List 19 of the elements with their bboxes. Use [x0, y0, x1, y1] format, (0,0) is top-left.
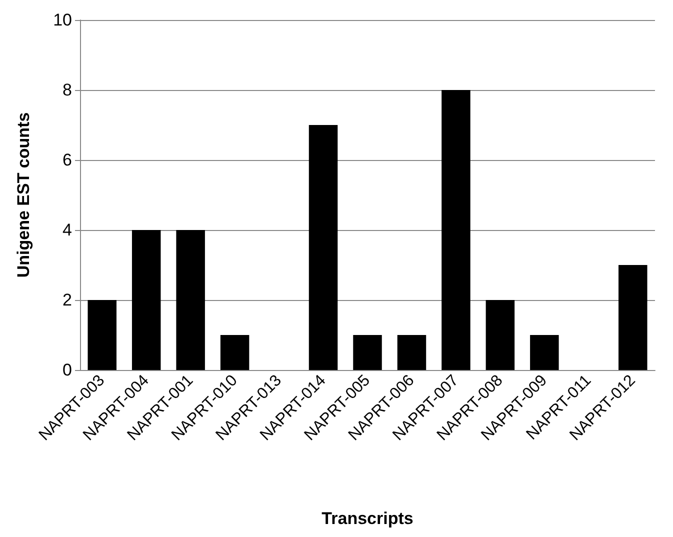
- bar: [220, 335, 250, 370]
- bar: [132, 230, 161, 370]
- bar: [88, 300, 116, 370]
- y-axis-title: Unigene EST counts: [14, 112, 33, 278]
- y-tick-label: 10: [53, 10, 72, 30]
- bar: [442, 90, 470, 370]
- bar: [176, 230, 205, 370]
- bar: [397, 335, 426, 370]
- bar: [486, 300, 515, 370]
- y-tick-label: 2: [62, 290, 72, 310]
- bar: [530, 335, 559, 370]
- y-tick-label: 8: [62, 80, 72, 100]
- y-tick-label: 6: [62, 150, 72, 170]
- x-axis-title: Transcripts: [322, 509, 414, 528]
- bar: [308, 125, 338, 370]
- bar: [353, 335, 382, 370]
- bar: [618, 265, 648, 370]
- y-tick-label: 4: [62, 220, 72, 240]
- y-tick-label: 0: [62, 360, 72, 380]
